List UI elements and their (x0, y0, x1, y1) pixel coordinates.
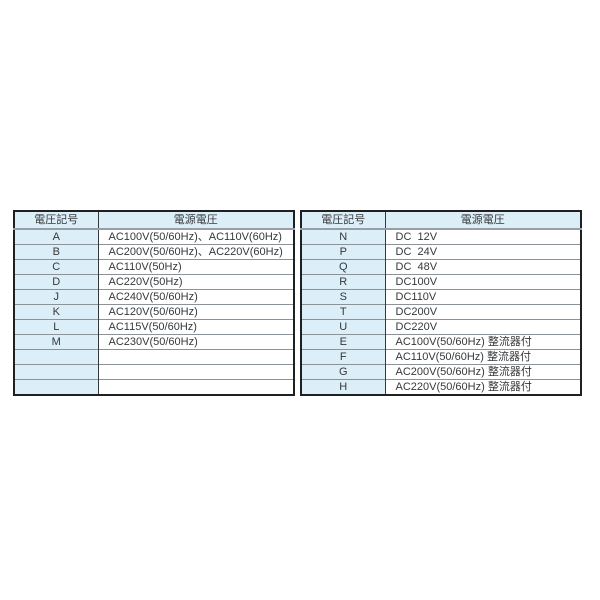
voltage-code-cell: M (14, 334, 99, 350)
voltage-code-cell: G (301, 364, 386, 380)
supply-voltage-cell: AC115V(50/60Hz) (98, 319, 294, 335)
supply-voltage-cell (98, 379, 294, 395)
voltage-code-cell: S (301, 289, 386, 305)
voltage-table-right: 電圧記号 電源電圧 N DC 12V P DC 24V Q DC 48V R DC100V S D… (300, 210, 582, 396)
table-row: P DC 24V (301, 244, 581, 260)
voltage-code-cell: U (301, 319, 386, 335)
voltage-code-cell: H (301, 379, 386, 395)
voltage-code-cell: L (14, 319, 99, 335)
supply-voltage-cell: AC100V(50/60Hz) 整流器付 (385, 334, 581, 350)
supply-voltage-cell: AC110V(50Hz) (98, 259, 294, 275)
header-voltage-code: 電圧記号 (14, 211, 99, 230)
supply-voltage-cell: AC120V(50/60Hz) (98, 304, 294, 320)
supply-voltage-cell: AC100V(50/60Hz)、AC110V(60Hz) (98, 228, 294, 245)
supply-voltage-cell: DC 24V (385, 244, 581, 260)
table-row: F AC110V(50/60Hz) 整流器付 (301, 349, 581, 365)
voltage-code-cell: B (14, 244, 99, 260)
supply-voltage-cell: DC 48V (385, 259, 581, 275)
table-row: S DC110V (301, 289, 581, 305)
voltage-code-cell: J (14, 289, 99, 305)
header-row: 電圧記号 電源電圧 (301, 211, 581, 230)
voltage-code-cell: D (14, 274, 99, 290)
table-row: L AC115V(50/60Hz) (14, 319, 294, 335)
voltage-code-cell: Q (301, 259, 386, 275)
header-supply-voltage: 電源電圧 (385, 211, 581, 230)
table-row: R DC100V (301, 274, 581, 290)
voltage-code-cell: K (14, 304, 99, 320)
table-row: B AC200V(50/60Hz)、AC220V(60Hz) (14, 244, 294, 260)
voltage-code-cell: T (301, 304, 386, 320)
voltage-code-cell: E (301, 334, 386, 350)
voltage-code-cell: P (301, 244, 386, 260)
supply-voltage-cell: DC220V (385, 319, 581, 335)
header-supply-voltage: 電源電圧 (98, 211, 294, 230)
table-row: T DC200V (301, 304, 581, 320)
supply-voltage-cell (98, 364, 294, 380)
table-row: J AC240V(50/60Hz) (14, 289, 294, 305)
supply-voltage-cell: AC240V(50/60Hz) (98, 289, 294, 305)
table-row: Q DC 48V (301, 259, 581, 275)
supply-voltage-cell: AC110V(50/60Hz) 整流器付 (385, 349, 581, 365)
table-row: A AC100V(50/60Hz)、AC110V(60Hz) (14, 228, 294, 245)
table-row: D AC220V(50Hz) (14, 274, 294, 290)
table-row (14, 364, 294, 380)
voltage-table-left: 電圧記号 電源電圧 A AC100V(50/60Hz)、AC110V(60Hz) B… (13, 210, 295, 396)
table-row: U DC220V (301, 319, 581, 335)
header-voltage-code: 電圧記号 (301, 211, 386, 230)
table-row: K AC120V(50/60Hz) (14, 304, 294, 320)
table-row (14, 379, 294, 395)
voltage-code-cell (14, 379, 99, 395)
voltage-code-cell: N (301, 228, 386, 245)
header-row: 電圧記号 電源電圧 (14, 211, 294, 230)
voltage-code-tables: 電圧記号 電源電圧 A AC100V(50/60Hz)、AC110V(60Hz) B… (13, 210, 582, 396)
table-body: A AC100V(50/60Hz)、AC110V(60Hz) B AC200V(50/… (14, 228, 294, 395)
voltage-code-cell (14, 364, 99, 380)
voltage-code-cell: A (14, 228, 99, 245)
supply-voltage-cell: DC 12V (385, 228, 581, 245)
table-row: C AC110V(50Hz) (14, 259, 294, 275)
supply-voltage-cell: DC200V (385, 304, 581, 320)
table-row (14, 349, 294, 365)
supply-voltage-cell: AC200V(50/60Hz)、AC220V(60Hz) (98, 244, 294, 260)
voltage-code-cell: F (301, 349, 386, 365)
supply-voltage-cell (98, 349, 294, 365)
table-row: E AC100V(50/60Hz) 整流器付 (301, 334, 581, 350)
supply-voltage-cell: AC200V(50/60Hz) 整流器付 (385, 364, 581, 380)
supply-voltage-cell: AC220V(50/60Hz) 整流器付 (385, 379, 581, 395)
supply-voltage-cell: DC110V (385, 289, 581, 305)
table-row: N DC 12V (301, 228, 581, 245)
voltage-code-cell: C (14, 259, 99, 275)
voltage-code-cell (14, 349, 99, 365)
table-row: M AC230V(50/60Hz) (14, 334, 294, 350)
voltage-code-cell: R (301, 274, 386, 290)
supply-voltage-cell: AC230V(50/60Hz) (98, 334, 294, 350)
supply-voltage-cell: AC220V(50Hz) (98, 274, 294, 290)
supply-voltage-cell: DC100V (385, 274, 581, 290)
table-row: H AC220V(50/60Hz) 整流器付 (301, 379, 581, 395)
table-row: G AC200V(50/60Hz) 整流器付 (301, 364, 581, 380)
table-body: N DC 12V P DC 24V Q DC 48V R DC100V S DC110V T DC20… (301, 228, 581, 395)
